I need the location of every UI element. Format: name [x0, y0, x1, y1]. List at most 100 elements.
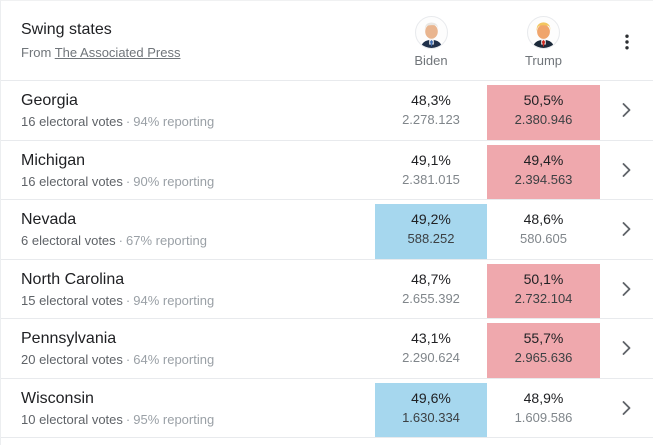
state-name: Nevada: [21, 211, 77, 229]
trump-percent: 48,6%: [523, 211, 564, 228]
state-row[interactable]: Pennsylvania 20 electoral votes · 64% repo…: [1, 319, 653, 379]
trump-percent: 50,5%: [523, 92, 564, 109]
state-row[interactable]: Michigan 16 electoral votes · 90% reportin…: [1, 140, 653, 200]
state-info: Wisconsin 10 electoral votes · 95% reporti…: [1, 379, 375, 438]
meta-separator: ·: [125, 292, 131, 308]
biden-votes: 2.655.392: [402, 290, 460, 306]
trump-percent: 55,7%: [523, 330, 564, 347]
electoral-votes: 10 electoral votes: [21, 411, 123, 427]
biden-votes: 2.381.015: [402, 171, 460, 187]
source-prefix: From: [21, 45, 52, 60]
header-titles: Swing states From The Associated Press: [1, 1, 375, 80]
state-meta: 15 electoral votes · 94% reporting: [21, 293, 375, 308]
trump-cell: 50,1% 2.732.104: [487, 260, 600, 319]
menu-column: [600, 1, 653, 80]
chevron-column: [600, 319, 653, 378]
state-meta: 6 electoral votes · 67% reporting: [21, 233, 375, 248]
reporting-status: 94% reporting: [133, 114, 215, 130]
column-label-trump: Trump: [524, 53, 563, 68]
state-meta: 16 electoral votes · 90% reporting: [21, 174, 375, 189]
state-row[interactable]: Wisconsin 10 electoral votes · 95% reporti…: [1, 378, 653, 438]
state-name: North Carolina: [21, 270, 125, 288]
trump-percent: 50,1%: [523, 270, 564, 287]
biden-percent: 49,6%: [411, 389, 451, 406]
biden-percent: 49,1%: [411, 151, 451, 168]
state-row[interactable]: Nevada 6 electoral votes · 67% reporting 4…: [1, 200, 653, 260]
reporting-status: 95% reporting: [133, 411, 215, 427]
trump-votes: 2.965.636: [514, 350, 573, 366]
chevron-right-icon: [622, 341, 631, 356]
biden-percent: 43,1%: [411, 330, 451, 347]
biden-votes: 2.290.624: [402, 350, 460, 366]
biden-cell: 49,6% 1.630.334: [375, 379, 487, 438]
chevron-column: [600, 260, 653, 319]
chevron-column: [600, 379, 653, 438]
state-meta: 16 electoral votes · 94% reporting: [21, 114, 375, 129]
biden-avatar: [414, 16, 448, 49]
biden-cell: 43,1% 2.290.624: [375, 319, 487, 378]
state-name: Georgia: [21, 92, 78, 110]
state-row[interactable]: North Carolina 15 electoral votes · 94% re…: [1, 259, 653, 319]
meta-separator: ·: [118, 233, 124, 249]
state-info: Nevada 6 electoral votes · 67% reporting: [1, 200, 375, 259]
page-title: Swing states: [21, 21, 112, 38]
trump-cell: 48,6% 580.605: [487, 200, 600, 259]
reporting-status: 90% reporting: [133, 173, 215, 189]
electoral-votes: 6 electoral votes: [21, 233, 116, 249]
chevron-right-icon: [622, 400, 631, 415]
trump-votes: 580.605: [520, 231, 567, 247]
chevron-column: [600, 141, 653, 200]
reporting-status: 67% reporting: [126, 233, 207, 249]
trump-cell: 55,7% 2.965.636: [487, 319, 600, 378]
reporting-status: 94% reporting: [133, 292, 215, 308]
three-dot-menu-icon[interactable]: [616, 30, 638, 54]
column-header-trump: Trump: [487, 1, 600, 80]
trump-percent: 49,4%: [523, 151, 564, 168]
biden-cell: 49,1% 2.381.015: [375, 141, 487, 200]
biden-cell: 49,2% 588.252: [375, 200, 487, 259]
trump-cell: 50,5% 2.380.946: [487, 81, 600, 140]
biden-votes: 2.278.123: [402, 112, 460, 128]
column-header-biden: Biden: [375, 1, 487, 80]
reporting-status: 64% reporting: [133, 352, 215, 368]
trump-votes: 2.394.563: [514, 171, 573, 187]
biden-votes: 588.252: [407, 231, 455, 247]
state-meta: 20 electoral votes · 64% reporting: [21, 352, 375, 367]
trump-votes: 2.732.104: [514, 290, 573, 306]
column-label-biden: Biden: [414, 53, 448, 68]
biden-percent: 48,3%: [411, 92, 451, 109]
chevron-right-icon: [622, 222, 631, 237]
state-row[interactable]: Georgia 16 electoral votes · 94% reporting…: [1, 81, 653, 141]
electoral-votes: 16 electoral votes: [21, 114, 123, 130]
electoral-votes: 20 electoral votes: [21, 352, 123, 368]
state-rows: Georgia 16 electoral votes · 94% reporting…: [1, 81, 653, 438]
trump-votes: 1.609.586: [514, 409, 573, 425]
biden-cell: 48,7% 2.655.392: [375, 260, 487, 319]
trump-avatar: [527, 16, 560, 49]
state-info: North Carolina 15 electoral votes · 94% re…: [1, 260, 375, 319]
state-meta: 10 electoral votes · 95% reporting: [21, 412, 375, 427]
electoral-votes: 16 electoral votes: [21, 173, 123, 189]
state-info: Michigan 16 electoral votes · 90% reportin…: [1, 141, 375, 200]
biden-percent: 49,2%: [411, 211, 451, 228]
chevron-right-icon: [622, 281, 631, 296]
meta-separator: ·: [125, 352, 131, 368]
chevron-column: [600, 200, 653, 259]
state-name: Wisconsin: [21, 389, 94, 407]
source-line: From The Associated Press: [21, 45, 375, 60]
biden-votes: 1.630.334: [402, 409, 460, 425]
meta-separator: ·: [125, 411, 131, 427]
state-name: Michigan: [21, 151, 86, 169]
state-info: Pennsylvania 20 electoral votes · 64% repo…: [1, 319, 375, 378]
trump-cell: 49,4% 2.394.563: [487, 141, 600, 200]
trump-cell: 48,9% 1.609.586: [487, 379, 600, 438]
electoral-votes: 15 electoral votes: [21, 292, 123, 308]
trump-percent: 48,9%: [523, 389, 564, 406]
meta-separator: ·: [125, 173, 131, 189]
chevron-right-icon: [622, 103, 631, 118]
trump-votes: 2.380.946: [514, 112, 573, 128]
biden-cell: 48,3% 2.278.123: [375, 81, 487, 140]
state-info: Georgia 16 electoral votes · 94% reporting: [1, 81, 375, 140]
source-link[interactable]: The Associated Press: [54, 45, 181, 60]
